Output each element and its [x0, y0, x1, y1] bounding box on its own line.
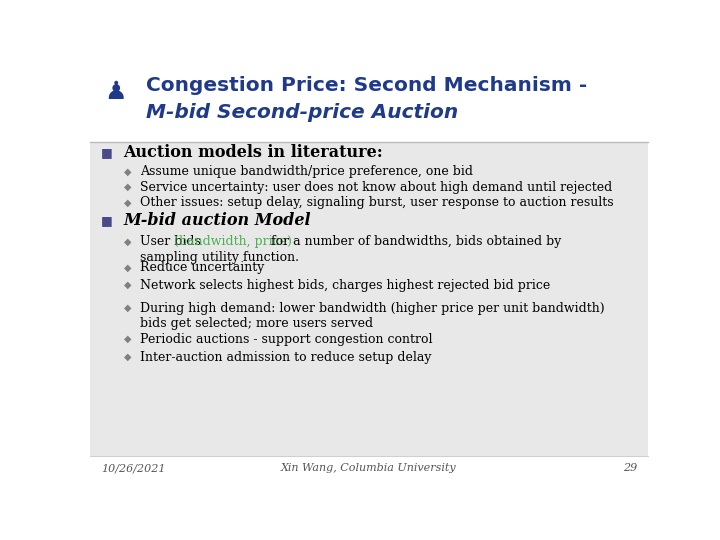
FancyBboxPatch shape: [90, 141, 648, 456]
Text: bids get selected; more users served: bids get selected; more users served: [140, 318, 374, 330]
Text: (bandwidth, price): (bandwidth, price): [174, 235, 292, 248]
Text: M-bid Second-price Auction: M-bid Second-price Auction: [145, 103, 458, 122]
Text: ◆: ◆: [124, 352, 132, 362]
Text: ◆: ◆: [124, 198, 132, 207]
Text: ◆: ◆: [124, 334, 132, 344]
Text: Periodic auctions - support congestion control: Periodic auctions - support congestion c…: [140, 333, 433, 346]
Text: 10/26/2021: 10/26/2021: [101, 463, 166, 473]
Text: ◆: ◆: [124, 303, 132, 313]
Text: ◆: ◆: [124, 182, 132, 192]
Text: Assume unique bandwidth/price preference, one bid: Assume unique bandwidth/price preference…: [140, 165, 473, 178]
Text: ◆: ◆: [124, 262, 132, 272]
Text: ♟: ♟: [104, 80, 126, 104]
Text: Auction models in literature:: Auction models in literature:: [124, 144, 383, 160]
Text: 29: 29: [623, 463, 637, 473]
Text: ■: ■: [101, 214, 112, 227]
Text: sampling utility function.: sampling utility function.: [140, 251, 300, 264]
Text: ◆: ◆: [124, 237, 132, 247]
Text: ■: ■: [101, 146, 112, 159]
Text: Xin Wang, Columbia University: Xin Wang, Columbia University: [282, 463, 456, 473]
Text: User bids: User bids: [140, 235, 205, 248]
FancyBboxPatch shape: [90, 65, 648, 141]
Text: ◆: ◆: [124, 167, 132, 177]
Text: Reduce uncertainty: Reduce uncertainty: [140, 261, 264, 274]
Text: Network selects highest bids, charges highest rejected bid price: Network selects highest bids, charges hi…: [140, 279, 551, 292]
Text: During high demand: lower bandwidth (higher price per unit bandwidth): During high demand: lower bandwidth (hig…: [140, 301, 605, 314]
Text: Service uncertainty: user does not know about high demand until rejected: Service uncertainty: user does not know …: [140, 180, 613, 193]
Text: M-bid auction Model: M-bid auction Model: [124, 212, 311, 229]
Text: for a number of bandwidths, bids obtained by: for a number of bandwidths, bids obtaine…: [267, 235, 562, 248]
Text: Congestion Price: Second Mechanism -: Congestion Price: Second Mechanism -: [145, 76, 587, 95]
Text: Other issues: setup delay, signaling burst, user response to auction results: Other issues: setup delay, signaling bur…: [140, 196, 614, 209]
Text: ◆: ◆: [124, 280, 132, 290]
Text: Inter-auction admission to reduce setup delay: Inter-auction admission to reduce setup …: [140, 350, 432, 363]
